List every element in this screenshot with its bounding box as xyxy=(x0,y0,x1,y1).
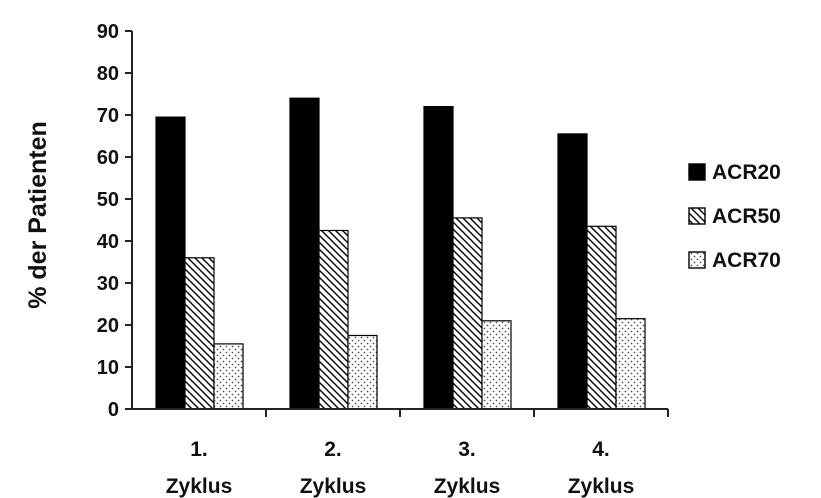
legend-label-acr50: ACR50 xyxy=(712,205,781,228)
bar-acr20-4 xyxy=(557,133,588,410)
legend-swatch-acr50 xyxy=(688,207,706,225)
bar-acr20-2 xyxy=(289,97,320,410)
bars xyxy=(155,97,646,410)
x-category-label: Zyklus xyxy=(166,475,233,498)
x-category-label: 1. xyxy=(190,438,208,461)
x-category-label: Zyklus xyxy=(568,475,635,498)
bar-acr50-3 xyxy=(452,217,483,410)
legend-label-acr20: ACR20 xyxy=(712,161,781,184)
bar-acr50-1 xyxy=(184,257,215,410)
bar-acr70-3 xyxy=(481,320,512,410)
y-tick-label: 40 xyxy=(97,231,119,253)
x-category-label: Zyklus xyxy=(300,475,367,498)
x-category-label: 4. xyxy=(592,438,610,461)
legend-swatch-acr70 xyxy=(688,251,706,269)
y-tick-label: 50 xyxy=(97,189,119,211)
y-tick-label: 10 xyxy=(97,357,119,379)
axes xyxy=(131,31,669,417)
x-category-label: 3. xyxy=(458,438,476,461)
bar-acr70-4 xyxy=(615,318,646,410)
bar-acr70-2 xyxy=(347,334,378,410)
bar-acr70-1 xyxy=(213,343,244,410)
y-tick-label: 60 xyxy=(97,147,119,169)
x-axis-labels: 1. Zyklus 2. Zyklus 3. Zyklus 4. Zyklus xyxy=(166,438,635,498)
bar-acr50-4 xyxy=(586,225,617,410)
y-tick-label: 20 xyxy=(97,315,119,337)
bar-acr50-2 xyxy=(318,229,349,410)
legend: ACR20 ACR50 ACR70 xyxy=(688,161,781,272)
y-tick-label: 0 xyxy=(108,399,119,421)
legend-label-acr70: ACR70 xyxy=(712,249,781,272)
bar-acr20-1 xyxy=(155,116,186,410)
y-tick-label: 70 xyxy=(97,105,119,127)
x-category-label: Zyklus xyxy=(434,475,501,498)
y-tick-label: 30 xyxy=(97,273,119,295)
bar-acr20-3 xyxy=(423,105,454,410)
legend-swatch-acr20 xyxy=(688,163,706,181)
y-tick-label: 80 xyxy=(97,63,119,85)
y-tick-label: 90 xyxy=(97,21,119,43)
y-axis-title: % der Patienten xyxy=(24,121,52,309)
y-axis-ticks: 0 10 20 30 40 50 60 70 80 90 xyxy=(97,21,132,421)
x-category-label: 2. xyxy=(324,438,342,461)
